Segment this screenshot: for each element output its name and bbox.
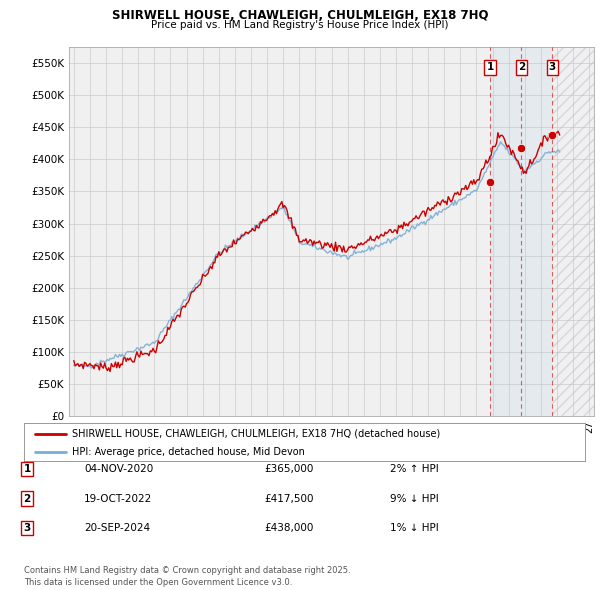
Text: 20-SEP-2024: 20-SEP-2024 — [84, 523, 150, 533]
Text: 3: 3 — [549, 63, 556, 73]
Text: 19-OCT-2022: 19-OCT-2022 — [84, 494, 152, 503]
Text: 9% ↓ HPI: 9% ↓ HPI — [390, 494, 439, 503]
Text: 1: 1 — [23, 464, 31, 474]
Text: SHIRWELL HOUSE, CHAWLEIGH, CHULMLEIGH, EX18 7HQ: SHIRWELL HOUSE, CHAWLEIGH, CHULMLEIGH, E… — [112, 9, 488, 22]
Text: £417,500: £417,500 — [264, 494, 314, 503]
Text: 2% ↑ HPI: 2% ↑ HPI — [390, 464, 439, 474]
Bar — [553, 47, 594, 416]
Text: £365,000: £365,000 — [264, 464, 313, 474]
Text: 3: 3 — [23, 523, 31, 533]
Text: SHIRWELL HOUSE, CHAWLEIGH, CHULMLEIGH, EX18 7HQ (detached house): SHIRWELL HOUSE, CHAWLEIGH, CHULMLEIGH, E… — [71, 429, 440, 439]
Text: Contains HM Land Registry data © Crown copyright and database right 2025.
This d: Contains HM Land Registry data © Crown c… — [24, 566, 350, 587]
Text: £438,000: £438,000 — [264, 523, 313, 533]
Text: 1% ↓ HPI: 1% ↓ HPI — [390, 523, 439, 533]
Text: 2: 2 — [23, 494, 31, 503]
Bar — [490, 47, 553, 416]
Text: HPI: Average price, detached house, Mid Devon: HPI: Average price, detached house, Mid … — [71, 447, 305, 457]
Text: 04-NOV-2020: 04-NOV-2020 — [84, 464, 153, 474]
Text: Price paid vs. HM Land Registry's House Price Index (HPI): Price paid vs. HM Land Registry's House … — [151, 20, 449, 30]
Text: 2: 2 — [518, 63, 525, 73]
Text: 1: 1 — [487, 63, 494, 73]
